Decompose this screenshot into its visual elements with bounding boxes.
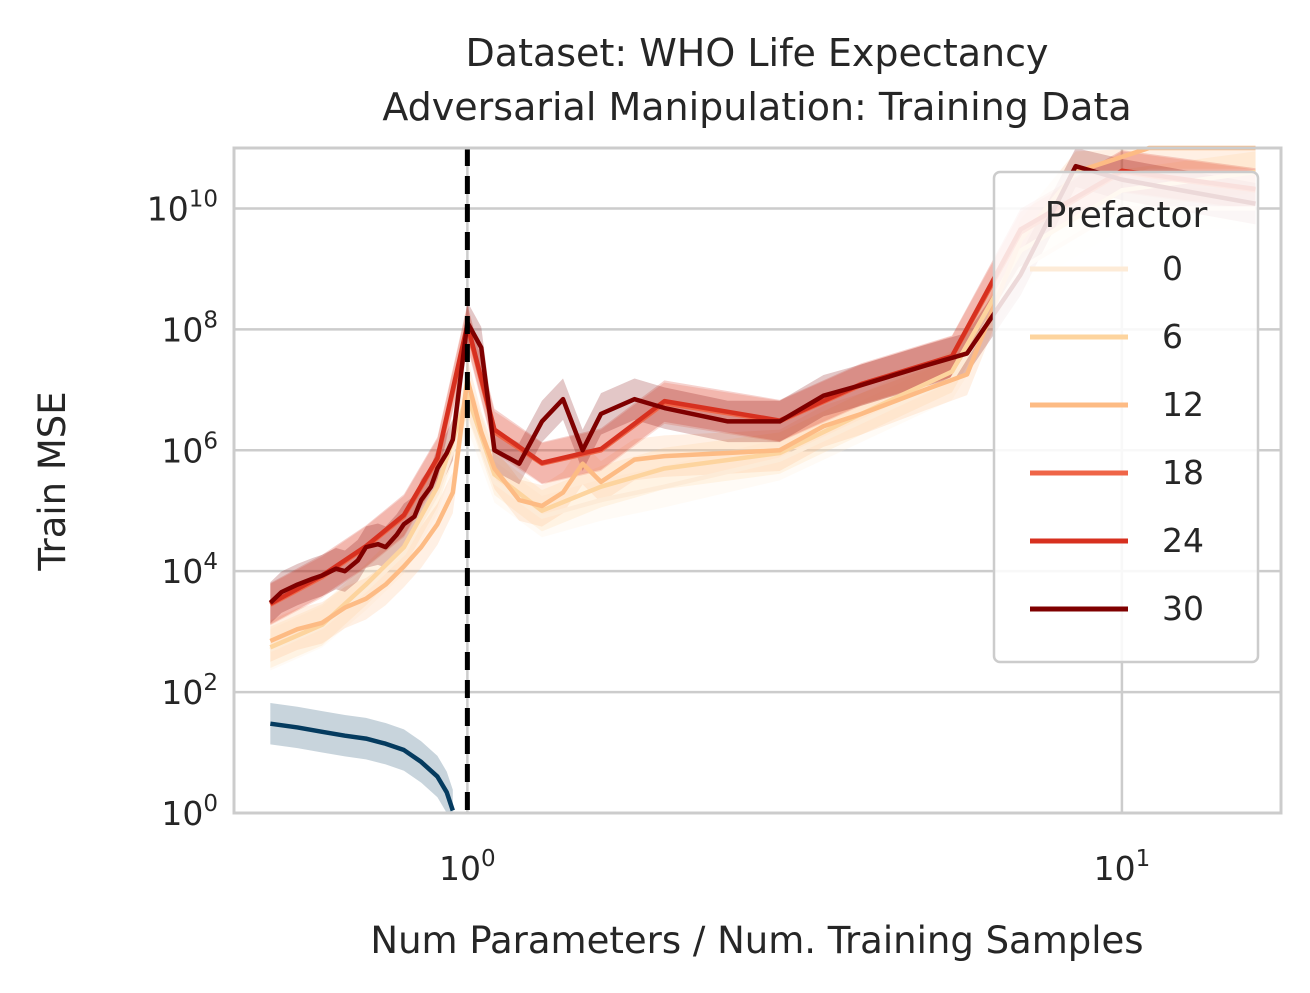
x-axis-label: Num Parameters / Num. Training Samples (370, 919, 1143, 962)
y-tick-label-1: 102 (161, 670, 218, 712)
y-tick-label-5: 1010 (147, 186, 218, 228)
y-axis-label: Train MSE (31, 391, 74, 571)
y-tick-label-4: 108 (161, 307, 218, 349)
legend-label-5: 30 (1162, 589, 1204, 628)
legend-label-1: 6 (1162, 317, 1183, 356)
x-tick-label-1: 101 (1094, 846, 1151, 888)
legend-label-2: 12 (1162, 385, 1204, 424)
series-line-6 (270, 721, 455, 812)
chart-subtitle: Adversarial Manipulation: Training Data (382, 85, 1131, 129)
legend-title: Prefactor (1045, 195, 1208, 236)
chart-title: Dataset: WHO Life Expectancy (466, 31, 1049, 75)
series-line-4 (269, 168, 1256, 606)
y-tick-labels: 100 102 104 106 108 1010 (147, 186, 218, 833)
series-line-1 (269, 169, 1256, 650)
legend-label-0: 0 (1162, 249, 1183, 288)
legend-label-4: 24 (1162, 521, 1204, 560)
y-tick-label-2: 104 (161, 549, 218, 591)
y-tick-label-3: 106 (161, 428, 218, 470)
series-line-2 (269, 145, 1256, 644)
y-tick-label-0: 100 (161, 791, 218, 833)
legend-box (992, 170, 1260, 664)
legend: Prefactor 0 6 12 18 24 30 (992, 170, 1260, 664)
plot-frame (232, 146, 1283, 815)
x-tick-label-0: 100 (439, 846, 496, 888)
legend-label-3: 18 (1162, 453, 1204, 492)
x-tick-labels: 100 101 (439, 846, 1150, 888)
